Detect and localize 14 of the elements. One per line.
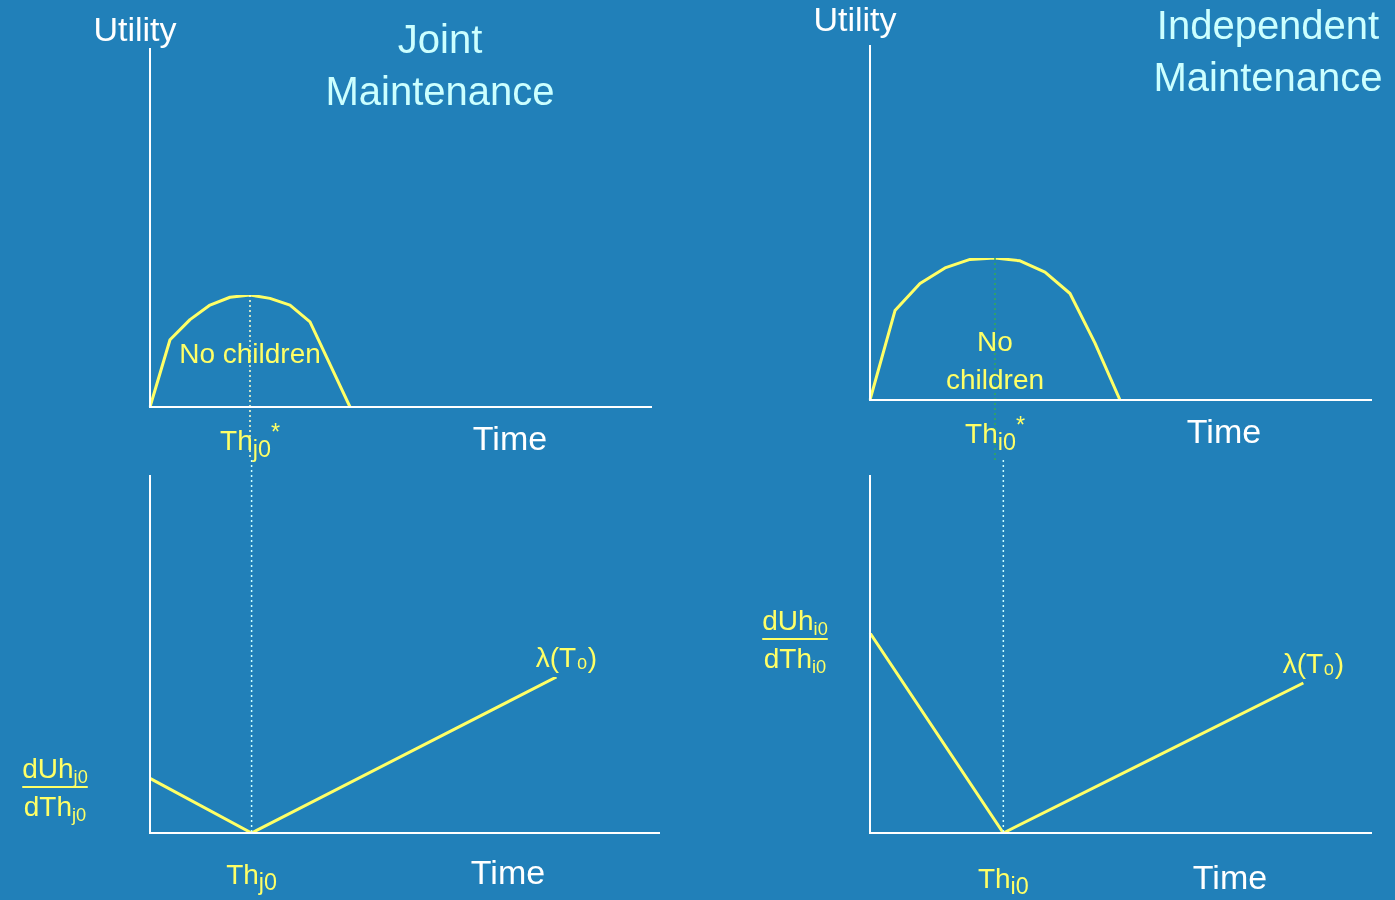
y-axis-title: Utility: [813, 0, 897, 39]
series-label: λ(T₀): [535, 641, 598, 673]
x-axis-title: Time: [1186, 412, 1262, 451]
text: Th$_{i0}$: [977, 862, 1029, 900]
y-axis-title: Utility: [93, 10, 177, 49]
x-axis-title: Time: [470, 853, 546, 892]
x-axis-title: Time: [472, 419, 548, 458]
annotation: No children: [179, 337, 321, 369]
annotation: No children: [945, 325, 1045, 395]
x-axis-title: Time: [1192, 858, 1268, 897]
text: Th$_{j0}$: [226, 858, 278, 897]
chart-title: Independent Maintenance: [1153, 3, 1383, 100]
series-label: λ(T₀): [1282, 647, 1345, 679]
chart-title: Joint Maintenance: [325, 17, 555, 114]
